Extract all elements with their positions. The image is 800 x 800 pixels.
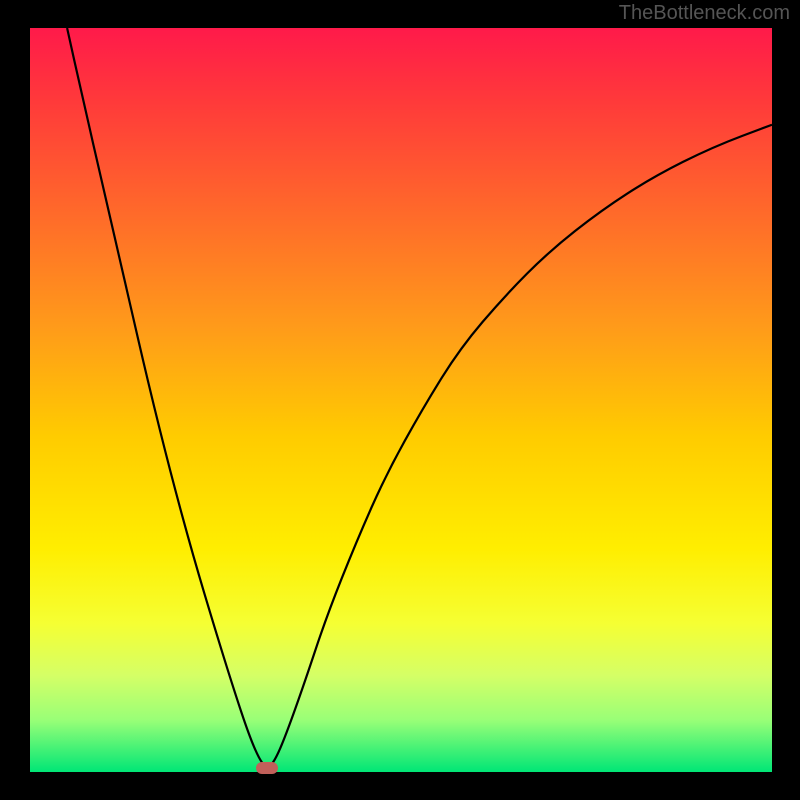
chart-container: TheBottleneck.com: [0, 0, 800, 800]
curve-path: [67, 28, 772, 766]
plot-area: [30, 28, 772, 772]
min-marker: [256, 762, 278, 774]
watermark-text: TheBottleneck.com: [619, 2, 790, 25]
bottleneck-curve: [30, 28, 772, 772]
